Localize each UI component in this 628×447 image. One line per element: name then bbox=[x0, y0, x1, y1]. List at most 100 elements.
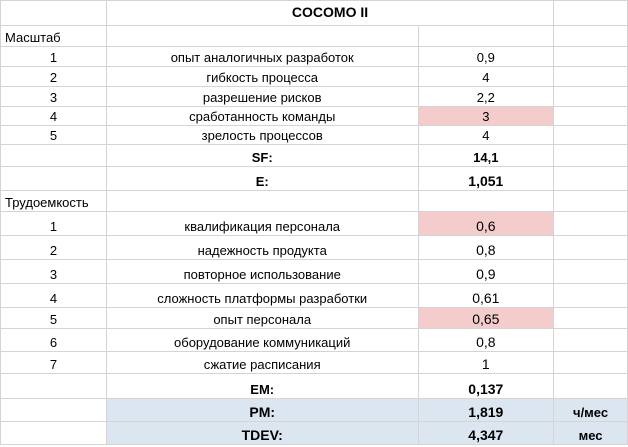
empty-cell[interactable] bbox=[553, 144, 628, 167]
multiplier-number[interactable]: 2 bbox=[0, 235, 107, 260]
multiplier-number[interactable]: 5 bbox=[0, 307, 107, 329]
em-label[interactable]: EM: bbox=[105, 373, 419, 399]
tdev-row: TDEV: 4,347 мес bbox=[0, 421, 628, 445]
multiplier-number[interactable]: 7 bbox=[0, 351, 107, 374]
effort-header[interactable]: Трудоемкость bbox=[0, 190, 107, 212]
empty-cell[interactable] bbox=[553, 190, 628, 212]
multiplier-number[interactable]: 6 bbox=[0, 328, 107, 352]
factor-name[interactable]: разрешение рисков bbox=[105, 86, 419, 107]
sheet-title[interactable]: COCOMO II bbox=[105, 0, 555, 26]
empty-cell[interactable] bbox=[553, 351, 628, 374]
factor-value[interactable]: 4 bbox=[417, 125, 555, 145]
multiplier-number[interactable]: 1 bbox=[0, 211, 107, 236]
empty-cell[interactable] bbox=[553, 166, 628, 191]
multiplier-name[interactable]: квалификация персонала bbox=[105, 211, 419, 236]
multiplier-number[interactable]: 4 bbox=[0, 283, 107, 308]
multiplier-name[interactable]: опыт персонала bbox=[105, 307, 419, 329]
empty-cell[interactable] bbox=[553, 46, 628, 67]
empty-cell[interactable] bbox=[0, 421, 107, 445]
table-row: 3 повторное использование 0,9 bbox=[0, 259, 628, 284]
em-value[interactable]: 0,137 bbox=[417, 373, 555, 399]
factor-number[interactable]: 2 bbox=[0, 66, 107, 87]
multiplier-value[interactable]: 0,9 bbox=[417, 259, 555, 284]
table-row: 7 сжатие расписания 1 bbox=[0, 351, 628, 374]
sf-value[interactable]: 14,1 bbox=[417, 144, 555, 167]
table-row: 3 разрешение рисков 2,2 bbox=[0, 86, 628, 107]
cell-c2[interactable] bbox=[417, 25, 555, 47]
empty-cell[interactable] bbox=[553, 66, 628, 87]
table-row: 1 квалификация персонала 0,6 bbox=[0, 211, 628, 236]
multiplier-name[interactable]: сложность платформы разработки bbox=[105, 283, 419, 308]
cell-b2[interactable] bbox=[105, 25, 419, 47]
factor-name[interactable]: опыт аналогичных разработок bbox=[105, 46, 419, 67]
multiplier-name[interactable]: сжатие расписания bbox=[105, 351, 419, 374]
empty-cell[interactable] bbox=[105, 190, 419, 212]
empty-cell[interactable] bbox=[553, 125, 628, 145]
multiplier-name[interactable]: надежность продукта bbox=[105, 235, 419, 260]
factor-value[interactable]: 3 bbox=[417, 106, 555, 126]
table-row: 4 сложность платформы разработки 0,61 bbox=[0, 283, 628, 308]
multiplier-name[interactable]: повторное использование bbox=[105, 259, 419, 284]
factor-value[interactable]: 0,9 bbox=[417, 46, 555, 67]
cell-d2[interactable] bbox=[553, 25, 628, 47]
multiplier-value[interactable]: 0,61 bbox=[417, 283, 555, 308]
multiplier-value[interactable]: 0,65 bbox=[417, 307, 555, 329]
e-label[interactable]: E: bbox=[105, 166, 419, 191]
scale-header-row: Масштаб bbox=[0, 25, 628, 47]
empty-cell[interactable] bbox=[553, 259, 628, 284]
pm-unit[interactable]: ч/мес bbox=[553, 398, 628, 422]
empty-cell[interactable] bbox=[553, 235, 628, 260]
title-row: COCOMO II bbox=[0, 0, 628, 26]
multiplier-value[interactable]: 0,6 bbox=[417, 211, 555, 236]
empty-cell[interactable] bbox=[0, 144, 107, 167]
empty-cell[interactable] bbox=[417, 190, 555, 212]
pm-label[interactable]: PM: bbox=[105, 398, 419, 422]
table-row: 2 надежность продукта 0,8 bbox=[0, 235, 628, 260]
factor-value[interactable]: 4 bbox=[417, 66, 555, 87]
empty-cell[interactable] bbox=[553, 211, 628, 236]
tdev-value[interactable]: 4,347 bbox=[417, 421, 555, 445]
sf-row: SF: 14,1 bbox=[0, 144, 628, 167]
scale-header[interactable]: Масштаб bbox=[0, 25, 107, 47]
table-row: 5 опыт персонала 0,65 bbox=[0, 307, 628, 329]
factor-name[interactable]: зрелость процессов bbox=[105, 125, 419, 145]
factor-name[interactable]: сработанность команды bbox=[105, 106, 419, 126]
table-row: 5 зрелость процессов 4 bbox=[0, 125, 628, 145]
factor-number[interactable]: 5 bbox=[0, 125, 107, 145]
factor-value[interactable]: 2,2 bbox=[417, 86, 555, 107]
tdev-label[interactable]: TDEV: bbox=[105, 421, 419, 445]
empty-cell[interactable] bbox=[553, 328, 628, 352]
table-row: 4 сработанность команды 3 bbox=[0, 106, 628, 126]
empty-cell[interactable] bbox=[0, 398, 107, 422]
table-row: 6 оборудование коммуникаций 0,8 bbox=[0, 328, 628, 352]
factor-name[interactable]: гибкость процесса bbox=[105, 66, 419, 87]
empty-cell[interactable] bbox=[0, 166, 107, 191]
e-value[interactable]: 1,051 bbox=[417, 166, 555, 191]
pm-value[interactable]: 1,819 bbox=[417, 398, 555, 422]
sf-label[interactable]: SF: bbox=[105, 144, 419, 167]
factor-number[interactable]: 1 bbox=[0, 46, 107, 67]
table-row: 2 гибкость процесса 4 bbox=[0, 66, 628, 87]
multiplier-name[interactable]: оборудование коммуникаций bbox=[105, 328, 419, 352]
multiplier-value[interactable]: 0,8 bbox=[417, 235, 555, 260]
factor-number[interactable]: 3 bbox=[0, 86, 107, 107]
empty-cell[interactable] bbox=[0, 373, 107, 399]
e-row: E: 1,051 bbox=[0, 166, 628, 191]
pm-row: PM: 1,819 ч/мес bbox=[0, 398, 628, 422]
multiplier-value[interactable]: 0,8 bbox=[417, 328, 555, 352]
empty-cell[interactable] bbox=[553, 106, 628, 126]
multiplier-number[interactable]: 3 bbox=[0, 259, 107, 284]
cell-d1[interactable] bbox=[553, 0, 628, 26]
cell-a1[interactable] bbox=[0, 0, 107, 26]
empty-cell[interactable] bbox=[553, 373, 628, 399]
tdev-unit[interactable]: мес bbox=[553, 421, 628, 445]
empty-cell[interactable] bbox=[553, 307, 628, 329]
empty-cell[interactable] bbox=[553, 283, 628, 308]
em-row: EM: 0,137 bbox=[0, 373, 628, 399]
empty-cell[interactable] bbox=[553, 86, 628, 107]
factor-number[interactable]: 4 bbox=[0, 106, 107, 126]
effort-header-row: Трудоемкость bbox=[0, 190, 628, 212]
multiplier-value[interactable]: 1 bbox=[417, 351, 555, 374]
